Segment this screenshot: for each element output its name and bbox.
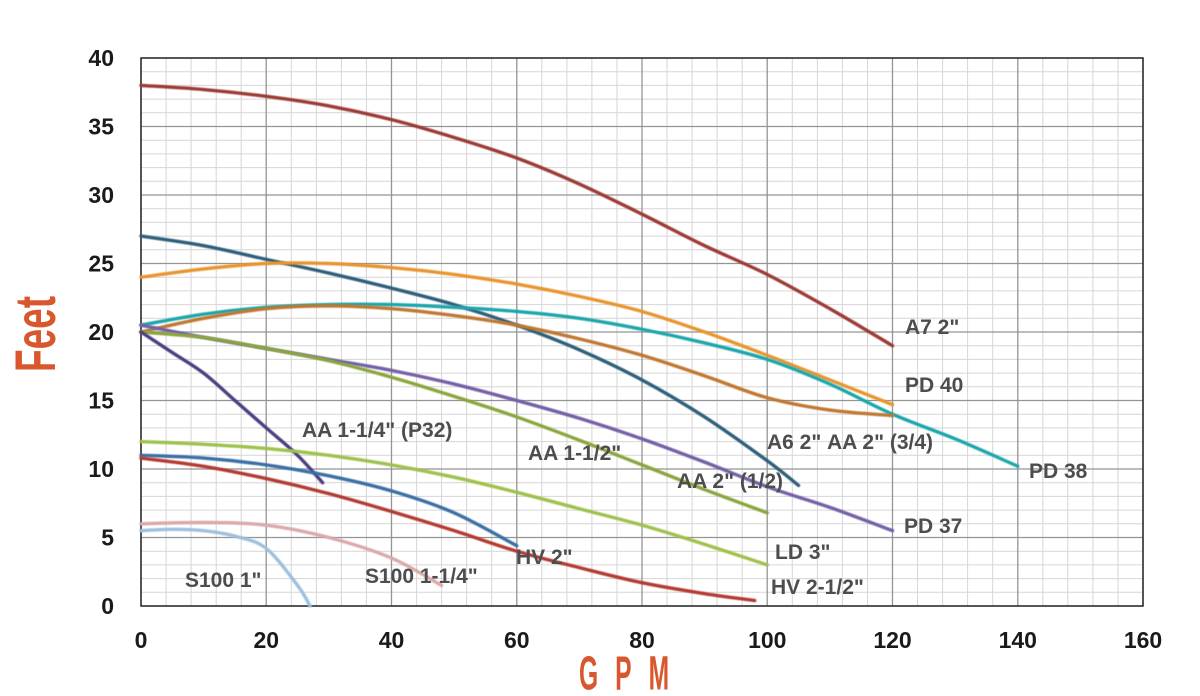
svg-text:15: 15 xyxy=(88,388,114,414)
svg-text:AA 1-1/4" (P32): AA 1-1/4" (P32) xyxy=(302,419,452,442)
svg-text:120: 120 xyxy=(873,627,911,653)
svg-text:20: 20 xyxy=(88,319,114,345)
svg-text:AA 1-1/2": AA 1-1/2" xyxy=(528,442,621,465)
svg-text:0: 0 xyxy=(135,627,148,653)
svg-text:HV 2": HV 2" xyxy=(516,546,573,569)
svg-text:AA 2" (1/2): AA 2" (1/2) xyxy=(677,470,783,493)
svg-text:60: 60 xyxy=(504,627,530,653)
svg-text:S100 1": S100 1" xyxy=(185,569,262,592)
svg-text:S100 1-1/4": S100 1-1/4" xyxy=(365,565,478,588)
svg-text:140: 140 xyxy=(999,627,1037,653)
svg-text:AA 2" (3/4): AA 2" (3/4) xyxy=(827,431,933,454)
svg-text:PD 38: PD 38 xyxy=(1029,460,1088,483)
svg-text:30: 30 xyxy=(88,182,114,208)
svg-text:35: 35 xyxy=(88,114,114,140)
svg-text:A7 2": A7 2" xyxy=(905,316,959,339)
svg-text:25: 25 xyxy=(88,251,114,277)
svg-text:40: 40 xyxy=(88,45,114,71)
svg-text:20: 20 xyxy=(253,627,279,653)
svg-text:40: 40 xyxy=(379,627,405,653)
svg-text:PD 37: PD 37 xyxy=(904,515,962,538)
svg-text:10: 10 xyxy=(88,456,114,482)
svg-text:0: 0 xyxy=(101,593,114,619)
svg-text:160: 160 xyxy=(1124,627,1162,653)
svg-text:HV 2-1/2": HV 2-1/2" xyxy=(771,576,864,599)
svg-text:100: 100 xyxy=(748,627,786,653)
svg-text:PD 40: PD 40 xyxy=(905,374,963,397)
svg-text:LD 3": LD 3" xyxy=(775,541,830,564)
svg-text:5: 5 xyxy=(101,525,114,551)
svg-text:A6 2": A6 2" xyxy=(767,431,821,454)
